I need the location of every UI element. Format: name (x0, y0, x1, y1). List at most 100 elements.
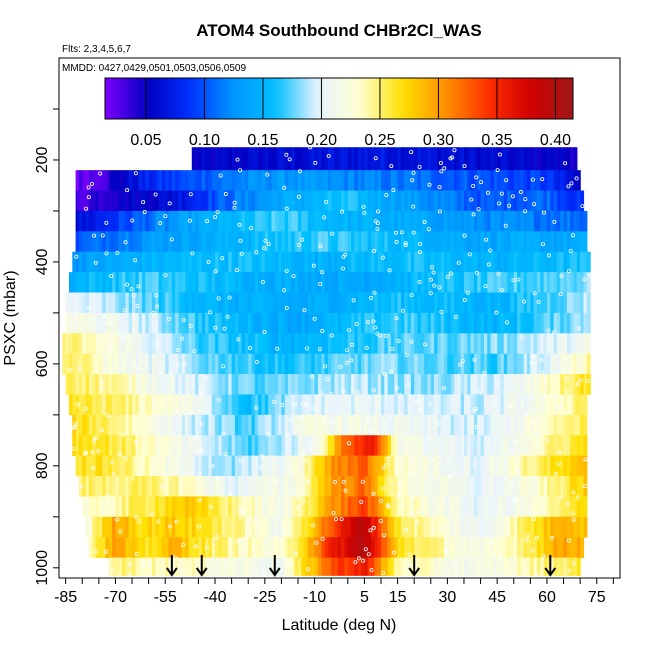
heat-cell (231, 414, 236, 436)
heat-cell (231, 435, 236, 457)
sample-dot (190, 251, 195, 256)
heat-cell (440, 210, 445, 232)
heat-cell (580, 455, 585, 477)
heat-cell (387, 516, 392, 538)
heat-cell (510, 496, 515, 518)
heat-cell (298, 292, 302, 314)
heat-cell (563, 353, 568, 375)
heat-cell (357, 435, 362, 457)
heat-cell (155, 414, 160, 436)
heat-cell (215, 251, 219, 273)
heat-cell (357, 516, 362, 538)
heat-cell (440, 496, 445, 518)
heat-cell (520, 312, 525, 334)
sample-dot (72, 312, 77, 317)
heat-cell (374, 496, 379, 518)
heat-cell (228, 435, 233, 457)
heat-cell (553, 353, 558, 375)
heat-cell (82, 333, 87, 355)
heat-cell (294, 435, 299, 457)
sample-dot (376, 209, 381, 214)
heat-cell (224, 251, 229, 273)
heat-cell (218, 147, 223, 171)
heat-cell (185, 374, 190, 395)
heat-cell (251, 170, 256, 191)
sample-dot (285, 462, 290, 467)
sample-dot (499, 191, 504, 196)
heat-cell (563, 476, 568, 497)
heat-cell (460, 557, 465, 576)
heat-cell (231, 476, 236, 497)
heat-cell (337, 231, 342, 253)
heat-cell (553, 147, 558, 171)
heat-cell (556, 374, 561, 395)
heat-cell (331, 333, 336, 355)
heat-cell (234, 394, 239, 416)
sample-dot (154, 293, 159, 298)
sample-dot (437, 185, 442, 190)
heat-cell (440, 333, 445, 355)
sample-dot (285, 432, 290, 437)
heat-cell (510, 394, 515, 416)
heat-cell (327, 251, 332, 273)
sample-dot (314, 540, 319, 545)
heat-cell (271, 210, 276, 232)
heat-cell (483, 170, 488, 191)
heat-cell (118, 251, 123, 273)
heat-cell (483, 190, 488, 212)
heat-cell (537, 190, 541, 212)
heat-cell (211, 414, 216, 436)
heat-cell (447, 333, 452, 355)
colorbar-tick-label: 0.30 (423, 132, 454, 149)
heat-cell (546, 147, 551, 171)
sample-dot (392, 550, 397, 555)
pressure-band (72, 251, 591, 273)
heat-cell (537, 312, 541, 334)
sample-dot (456, 260, 461, 265)
heat-cell (457, 231, 462, 253)
heat-cell (400, 414, 405, 436)
heat-cell (92, 353, 97, 375)
sample-dot (566, 184, 571, 189)
heat-cell (487, 394, 492, 416)
heat-cell (434, 292, 439, 314)
heat-cell (394, 353, 399, 375)
heat-cell (224, 516, 229, 538)
sample-dot (417, 164, 422, 169)
heat-cell (288, 210, 292, 232)
heat-cell (244, 292, 249, 314)
heat-cell (108, 272, 113, 293)
heat-cell (205, 292, 209, 314)
colorbar: 0.05 0.10 0.15 0.20 0.25 0.30 0.35 0.40 (104, 77, 574, 149)
heat-cell (171, 170, 176, 191)
heat-cell (354, 496, 359, 518)
heat-cell (497, 210, 502, 232)
sample-dot (375, 226, 380, 231)
heat-cell (473, 312, 478, 334)
heat-cell (228, 170, 233, 191)
heat-cell (175, 414, 180, 436)
heat-cell (298, 147, 302, 171)
sample-dot (356, 556, 361, 561)
heat-cell (165, 455, 170, 477)
heat-cell (384, 231, 389, 253)
heat-cell (500, 537, 505, 559)
heat-cell (341, 537, 346, 559)
heat-cell (304, 210, 309, 232)
heat-cell (510, 251, 515, 273)
heat-cell (417, 333, 422, 355)
heat-cell (553, 374, 558, 395)
heat-cell (447, 190, 452, 212)
heat-cell (493, 353, 498, 375)
heat-cell (420, 455, 425, 477)
heat-cell (510, 292, 515, 314)
sample-dot (507, 404, 512, 409)
heat-cell (500, 231, 505, 253)
heat-cell (367, 557, 372, 576)
heat-cell (493, 537, 498, 559)
heat-cell (477, 374, 482, 395)
heat-cell (261, 496, 266, 518)
heat-cell (430, 190, 435, 212)
heat-cell (85, 435, 90, 457)
heat-cell (112, 210, 117, 232)
